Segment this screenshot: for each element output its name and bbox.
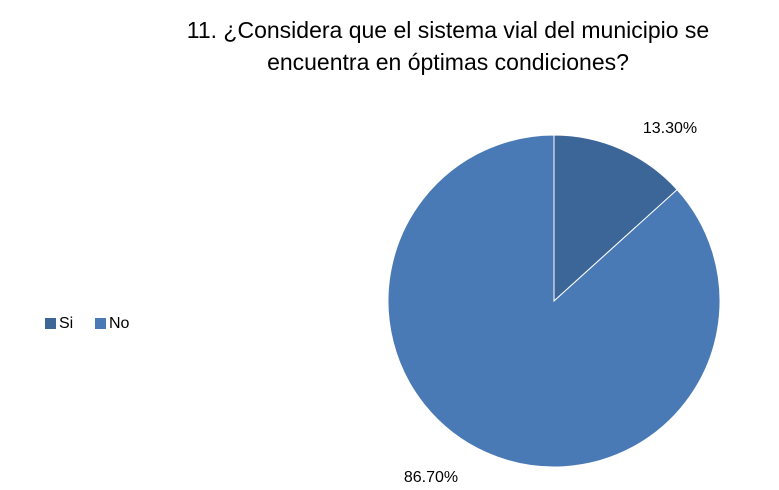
pie-slice <box>553 134 678 303</box>
legend-label: Si <box>59 315 73 332</box>
chart-title: 11. ¿Considera que el sistema vial del m… <box>187 17 709 43</box>
data-label: 86.70% <box>404 469 458 486</box>
legend-label: No <box>109 315 130 332</box>
data-label: 13.30% <box>643 120 697 137</box>
chart-title: encuentra en óptimas condiciones? <box>267 49 629 75</box>
legend-swatch <box>95 318 106 329</box>
pie-slice <box>387 134 721 468</box>
legend-swatch <box>45 318 56 329</box>
